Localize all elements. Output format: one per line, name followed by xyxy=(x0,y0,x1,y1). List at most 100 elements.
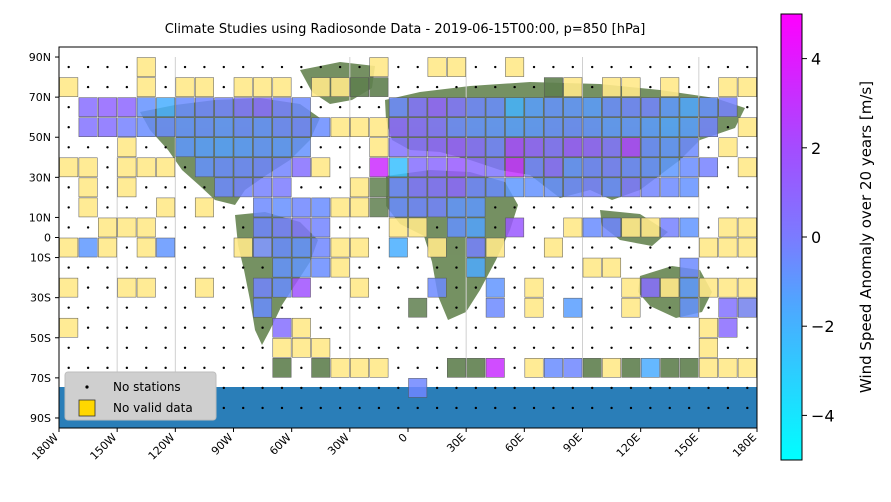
anomaly-cell xyxy=(272,237,292,258)
no-station-dot xyxy=(358,65,361,69)
anomaly-cell xyxy=(679,157,699,178)
anomaly-cell xyxy=(640,358,660,378)
no-station-dot xyxy=(164,65,167,69)
no-station-dot xyxy=(106,326,109,329)
anomaly-cell xyxy=(369,177,389,198)
land-masked-cell xyxy=(582,358,602,378)
no-station-dot xyxy=(319,186,322,189)
anomaly-cell xyxy=(78,117,98,137)
no-valid-data-cell xyxy=(350,197,369,218)
y-tick-label: 0 xyxy=(44,232,51,245)
x-tick-label: 0 xyxy=(396,431,410,445)
y-tick-label: 90S xyxy=(30,412,51,425)
y-tick-label: 90N xyxy=(29,51,51,64)
anomaly-cell xyxy=(447,117,466,137)
no-station-dot xyxy=(241,346,245,349)
land-masked-cell xyxy=(466,358,486,378)
no-valid-data-cell xyxy=(136,277,156,298)
no-station-dot xyxy=(416,346,419,349)
no-station-dot xyxy=(106,286,109,289)
no-station-dot xyxy=(455,246,458,249)
no-station-dot xyxy=(338,105,342,109)
no-station-dot xyxy=(222,206,226,209)
anomaly-cell xyxy=(679,97,699,117)
anomaly-cell xyxy=(156,97,176,117)
anomaly-cell xyxy=(466,217,486,238)
no-station-dot xyxy=(67,226,70,229)
anomaly-cell xyxy=(660,137,680,158)
no-station-dot xyxy=(746,105,749,109)
no-station-dot xyxy=(455,266,458,269)
no-station-dot xyxy=(552,386,555,390)
no-station-dot xyxy=(435,226,439,229)
colorbar-tick-label: −2 xyxy=(811,317,835,336)
anomaly-cell xyxy=(582,97,602,117)
anomaly-cell xyxy=(640,177,660,198)
no-station-dot xyxy=(125,366,129,370)
anomaly-cell xyxy=(485,177,505,198)
anomaly-cell xyxy=(291,117,311,137)
no-station-dot xyxy=(241,306,245,309)
no-station-dot xyxy=(145,206,148,209)
anomaly-cell xyxy=(78,237,98,258)
no-station-dot xyxy=(590,246,594,249)
no-station-dot xyxy=(435,266,439,269)
no-station-dot xyxy=(106,166,109,169)
no-station-dot xyxy=(707,206,710,209)
anomaly-cell xyxy=(524,137,544,158)
no-station-dot xyxy=(629,206,633,209)
no-station-dot xyxy=(552,406,555,410)
anomaly-cell xyxy=(602,157,622,178)
y-tick-label: 70N xyxy=(29,91,51,104)
no-valid-data-cell xyxy=(621,277,641,298)
no-station-dot xyxy=(338,406,342,410)
no-station-dot xyxy=(552,306,555,309)
no-station-dot xyxy=(203,346,206,349)
anomaly-cell xyxy=(602,117,622,137)
no-station-dot xyxy=(145,326,148,329)
no-station-dot xyxy=(338,306,342,309)
anomaly-cell xyxy=(679,257,699,278)
no-station-dot xyxy=(86,65,90,69)
anomaly-cell xyxy=(737,297,757,318)
no-station-dot xyxy=(164,85,167,89)
no-station-dot xyxy=(726,126,730,129)
no-valid-data-cell xyxy=(369,137,389,158)
anomaly-cell xyxy=(408,297,428,318)
anomaly-cell xyxy=(660,177,680,198)
x-tick-label: 120E xyxy=(614,431,643,460)
no-valid-data-cell xyxy=(737,77,757,97)
no-valid-data-cell xyxy=(330,358,350,378)
no-valid-data-cell xyxy=(524,358,544,378)
no-station-dot xyxy=(552,286,555,289)
no-station-dot xyxy=(145,266,148,269)
no-station-dot xyxy=(435,326,439,329)
no-valid-data-cell xyxy=(563,77,583,97)
anomaly-cell xyxy=(543,177,563,198)
no-station-dot xyxy=(377,346,381,349)
no-station-dot xyxy=(590,85,594,89)
anomaly-cell xyxy=(524,177,544,198)
no-station-dot xyxy=(629,386,633,390)
anomaly-cell xyxy=(563,297,583,318)
no-station-dot xyxy=(203,266,206,269)
no-station-dot xyxy=(183,166,187,169)
no-station-dot xyxy=(610,406,613,410)
no-station-dot xyxy=(726,166,730,169)
no-valid-data-cell xyxy=(524,297,544,318)
legend: No stations No valid data xyxy=(64,371,217,421)
y-tick-label: 10N xyxy=(29,211,51,224)
anomaly-cell xyxy=(640,277,660,298)
x-axis: 180W 150W 120W 90W 60W 30W 0 30E 60E 90E 120E 150E 1… xyxy=(29,428,759,463)
anomaly-cell xyxy=(466,177,486,198)
anomaly-cell xyxy=(291,237,311,258)
no-valid-data-cell xyxy=(447,57,466,77)
no-station-dot xyxy=(668,386,671,390)
no-station-dot xyxy=(338,146,342,149)
anomaly-cell xyxy=(485,117,505,137)
anomaly-cell xyxy=(485,358,505,378)
no-valid-data-cell xyxy=(369,358,389,378)
no-station-dot xyxy=(416,266,419,269)
